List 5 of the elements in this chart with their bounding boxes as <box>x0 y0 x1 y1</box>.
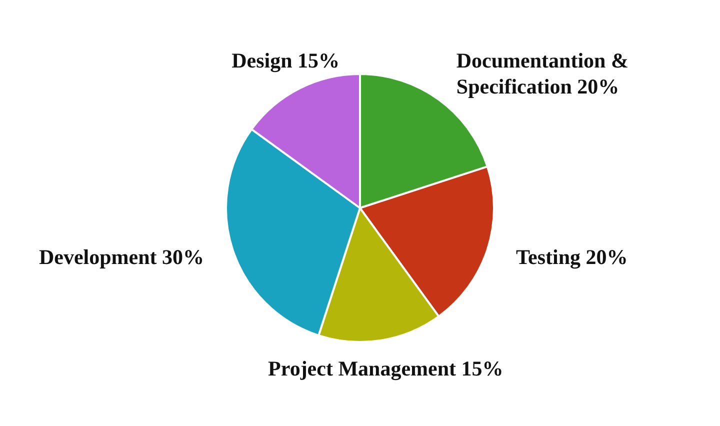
slice-label: Project Management 15% <box>268 356 504 380</box>
slice-label: Design 15% <box>232 48 340 72</box>
slice-label: Testing 20% <box>516 245 628 270</box>
slice-label: Documentantion & Specification 20% <box>456 48 628 99</box>
slice-label: Development 30% <box>38 245 204 270</box>
